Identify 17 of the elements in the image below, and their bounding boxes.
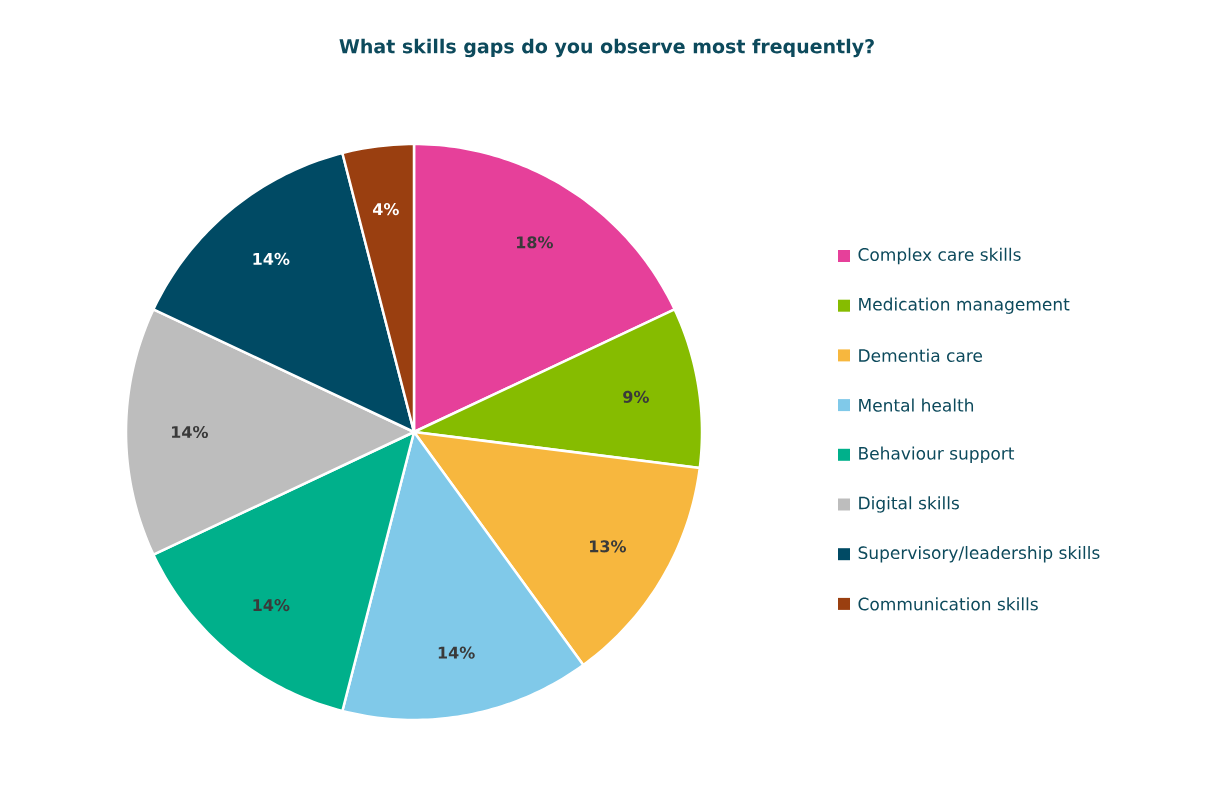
legend-label: Communication skills	[858, 597, 1038, 611]
legend-label: Behaviour support	[859, 446, 1015, 464]
legend-label: Dementia care	[859, 348, 983, 362]
data-label: 9%	[623, 390, 649, 403]
data-label: 13%	[590, 540, 627, 553]
data-label: 4%	[372, 203, 399, 216]
data-label: 14%	[172, 425, 209, 439]
legend-label: Medication management	[859, 297, 1070, 314]
chart-title: What skills gaps do you observe most frequently?	[339, 38, 874, 58]
legend-label: Mental health	[859, 398, 974, 412]
data-label: 14%	[253, 599, 290, 612]
data-label: 14%	[438, 646, 475, 659]
legend-label: Supervisory/leadership skills	[858, 545, 1100, 563]
legend-label: Complex care skills	[858, 247, 1021, 265]
data-label: 14%	[253, 252, 290, 265]
data-label: 18%	[517, 236, 554, 249]
legend-label: Digital skills	[859, 496, 959, 513]
